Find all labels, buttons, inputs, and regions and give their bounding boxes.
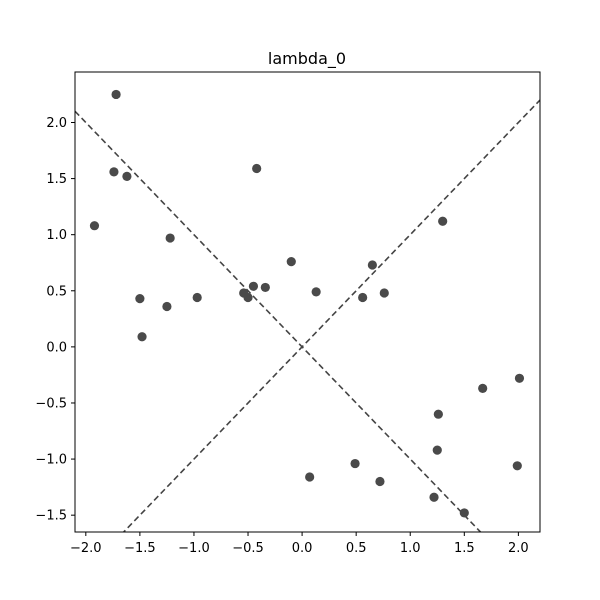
- x-tick-label: 1.0: [400, 541, 421, 556]
- data-point: [311, 287, 321, 297]
- y-tick-label: 0.5: [46, 284, 67, 299]
- y-tick-label: −1.0: [35, 453, 67, 468]
- data-point: [438, 216, 448, 226]
- data-point: [192, 292, 202, 303]
- data-point: [478, 383, 488, 393]
- y-tick-label: 1.0: [46, 228, 67, 243]
- data-point: [459, 508, 469, 518]
- data-point: [137, 332, 147, 342]
- reference-lines: [75, 99, 540, 532]
- dashed-line-1: [122, 99, 540, 532]
- y-tick-label: −1.5: [35, 509, 67, 524]
- data-point: [248, 281, 259, 291]
- data-point: [379, 288, 389, 298]
- data-point: [512, 461, 522, 471]
- data-point: [89, 221, 100, 231]
- data-point: [162, 301, 172, 312]
- y-tick-label: 2.0: [46, 116, 67, 131]
- x-tick-label: 0.5: [346, 541, 367, 556]
- data-point: [109, 167, 119, 177]
- data-point: [429, 492, 439, 502]
- data-point: [367, 260, 377, 270]
- data-point: [350, 458, 360, 469]
- plot-area-frame: [74, 71, 541, 533]
- x-tick-label: −1.5: [124, 541, 156, 556]
- data-point: [358, 292, 368, 303]
- y-tick-label: 0.0: [46, 340, 67, 355]
- data-point: [243, 292, 253, 303]
- data-point: [135, 294, 145, 304]
- data-point: [514, 373, 525, 383]
- x-tick-label: 2.0: [508, 541, 529, 556]
- data-point: [165, 233, 175, 243]
- data-point: [432, 445, 442, 455]
- x-tick-label: −2.0: [70, 541, 102, 556]
- data-point: [433, 409, 443, 419]
- data-points: [89, 89, 525, 518]
- data-point: [305, 472, 315, 482]
- data-point: [375, 476, 385, 487]
- x-tick-label: −1.0: [178, 541, 210, 556]
- data-point: [111, 89, 121, 100]
- data-point: [252, 163, 262, 174]
- y-tick-label: −0.5: [35, 396, 67, 411]
- data-point: [122, 171, 132, 181]
- axis-ticks: −2.0 −1.5 −1.0 −0.5 0.0 0.5 1.0 1.5 2.0 2.0 1.5 1.0…: [35, 116, 528, 556]
- data-point: [286, 257, 296, 267]
- x-tick-label: 1.5: [454, 541, 475, 556]
- x-tick-label: 0.0: [292, 541, 313, 556]
- chart-title: lambda_0: [268, 49, 346, 69]
- x-tick-label: −0.5: [232, 541, 264, 556]
- y-tick-label: 1.5: [46, 172, 67, 187]
- dashed-line-2: [75, 110, 482, 532]
- data-point: [260, 282, 270, 293]
